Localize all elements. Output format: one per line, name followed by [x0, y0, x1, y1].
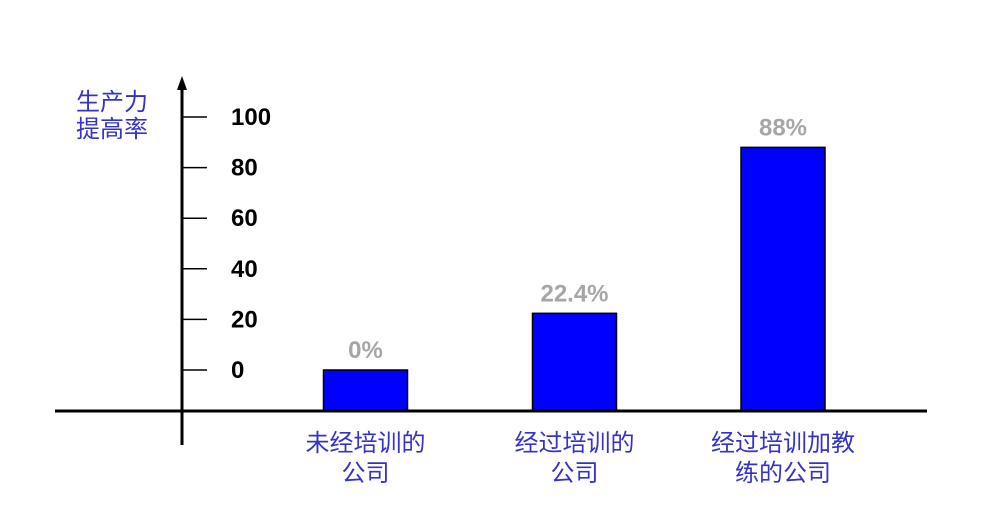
y-tick-label: 20: [231, 306, 258, 333]
category-label: 公司: [551, 459, 599, 487]
data-labels: 0% 22.4% 88%: [348, 114, 807, 364]
y-tick-label: 0: [231, 357, 244, 384]
category-label: 未经培训的: [306, 429, 426, 457]
axes: [55, 76, 927, 445]
bar: [531, 312, 618, 412]
category-label: 公司: [342, 459, 390, 487]
y-axis-title-line: 生产力: [76, 88, 148, 116]
y-tick-label: 60: [231, 205, 258, 232]
bar: [322, 369, 409, 412]
y-axis-ticks: 0 20 40 60 80 100: [182, 104, 271, 384]
category-label: 经过培训的: [515, 429, 635, 457]
bar: [740, 146, 826, 412]
y-tick-label: 100: [231, 104, 271, 131]
data-label: 22.4%: [540, 280, 608, 307]
category-label: 练的公司: [735, 459, 831, 487]
y-axis-title-line: 提高率: [76, 115, 148, 143]
category-label: 经过培训加教: [711, 429, 855, 457]
data-label: 88%: [759, 114, 807, 141]
data-label: 0%: [348, 337, 383, 364]
bars: [322, 146, 826, 412]
y-tick-label: 40: [231, 256, 258, 283]
y-axis-arrow: [177, 76, 187, 90]
y-tick-label: 80: [231, 155, 258, 182]
